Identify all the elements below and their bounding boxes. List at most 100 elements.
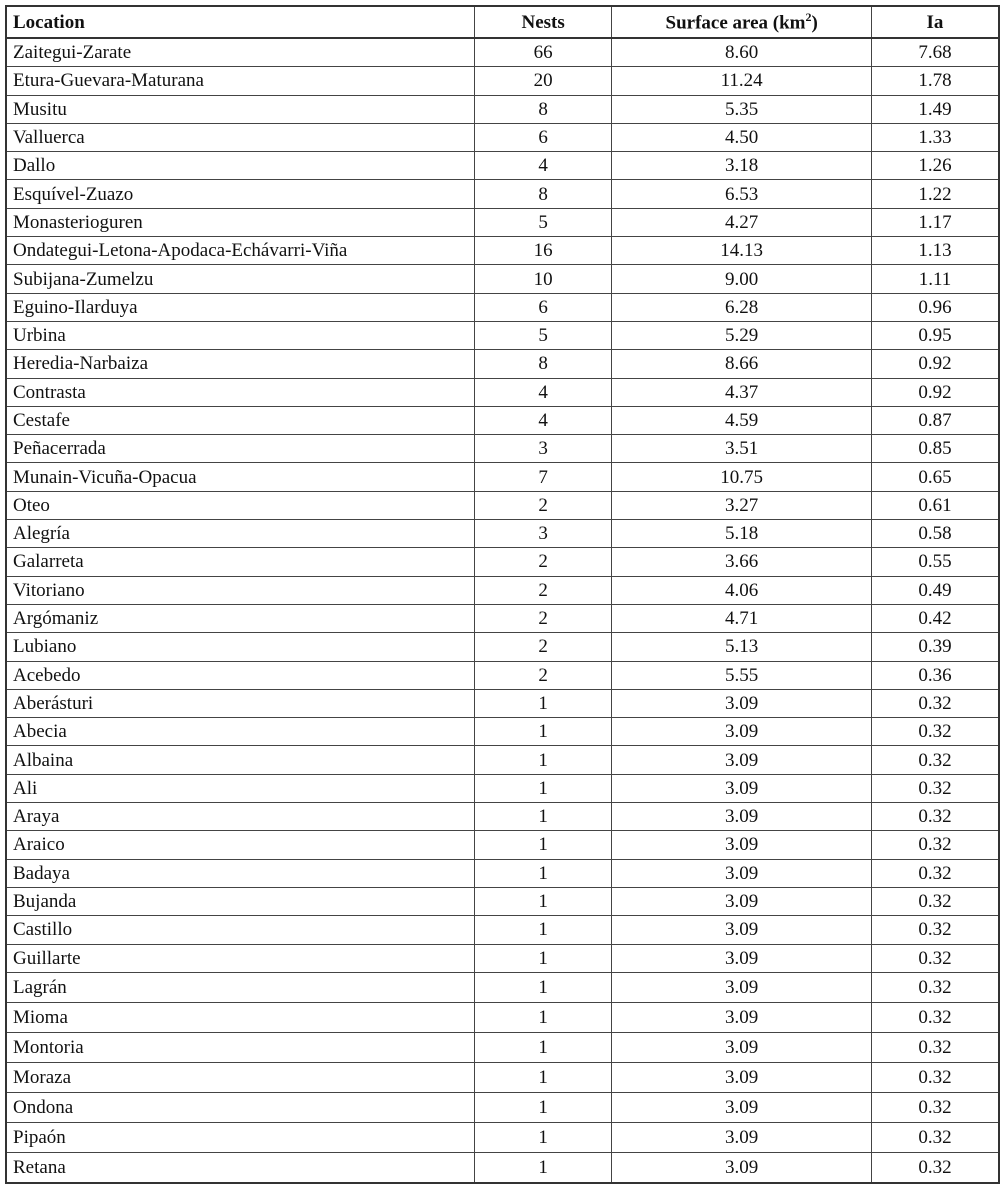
- cell-nests: 1: [473, 971, 613, 1003]
- cell-location: Munain-Vicuña-Opacua: [5, 462, 475, 492]
- table-row: Retana 1 3.09 0.32: [5, 1151, 1000, 1184]
- cell-location: Oteo: [5, 490, 475, 521]
- cell-surface-area: 4.71: [611, 603, 872, 634]
- cell-nests: 2: [473, 547, 613, 577]
- cell-ia: 7.68: [870, 37, 1000, 68]
- table-row: Esquível-Zuazo 8 6.53 1.22: [5, 179, 1000, 209]
- cell-nests: 1: [473, 802, 613, 832]
- table-row: Vitoriano 2 4.06 0.49: [5, 575, 1000, 605]
- cell-ia: 0.32: [870, 886, 1000, 917]
- cell-surface-area: 3.09: [611, 1121, 872, 1153]
- cell-ia: 0.92: [870, 377, 1000, 407]
- cell-location: Cestafe: [5, 405, 475, 436]
- cell-ia: 0.32: [870, 1061, 1000, 1093]
- cell-ia: 0.32: [870, 915, 1000, 945]
- cell-location: Argómaniz: [5, 603, 475, 634]
- cell-surface-area: 4.37: [611, 377, 872, 407]
- cell-nests: 1: [473, 830, 613, 860]
- table-row: Moraza 1 3.09 0.32: [5, 1061, 1000, 1093]
- cell-surface-area: 14.13: [611, 236, 872, 266]
- cell-location: Lubiano: [5, 632, 475, 662]
- header-surface-area-superscript: 2: [805, 10, 812, 25]
- cell-nests: 4: [473, 405, 613, 436]
- cell-surface-area: 11.24: [611, 66, 872, 96]
- cell-location: Lagrán: [5, 971, 475, 1003]
- cell-surface-area: 3.09: [611, 745, 872, 775]
- cell-surface-area: 5.35: [611, 94, 872, 124]
- cell-nests: 7: [473, 462, 613, 492]
- cell-surface-area: 3.09: [611, 1091, 872, 1123]
- cell-nests: 10: [473, 264, 613, 294]
- cell-ia: 0.32: [870, 971, 1000, 1003]
- cell-location: Musitu: [5, 94, 475, 124]
- table-row: Montoria 1 3.09 0.32: [5, 1031, 1000, 1063]
- cell-location: Subijana-Zumelzu: [5, 264, 475, 294]
- cell-location: Peñacerrada: [5, 434, 475, 464]
- cell-location: Abecia: [5, 717, 475, 747]
- cell-location: Etura-Guevara-Maturana: [5, 66, 475, 96]
- cell-location: Albaina: [5, 745, 475, 775]
- cell-surface-area: 3.27: [611, 490, 872, 521]
- cell-location: Heredia-Narbaiza: [5, 349, 475, 379]
- cell-location: Araya: [5, 802, 475, 832]
- cell-location: Dallo: [5, 151, 475, 181]
- cell-ia: 0.32: [870, 1151, 1000, 1184]
- cell-location: Castillo: [5, 915, 475, 945]
- cell-location: Aberásturi: [5, 688, 475, 719]
- cell-location: Mioma: [5, 1001, 475, 1033]
- cell-surface-area: 5.13: [611, 632, 872, 662]
- table-row: Albaina 1 3.09 0.32: [5, 745, 1000, 775]
- cell-nests: 1: [473, 858, 613, 888]
- cell-ia: 1.13: [870, 236, 1000, 266]
- cell-surface-area: 3.09: [611, 802, 872, 832]
- cell-ia: 0.32: [870, 1031, 1000, 1063]
- cell-location: Guillarte: [5, 943, 475, 973]
- cell-nests: 1: [473, 717, 613, 747]
- cell-surface-area: 5.55: [611, 660, 872, 690]
- table-row: Badaya 1 3.09 0.32: [5, 858, 1000, 888]
- cell-nests: 16: [473, 236, 613, 266]
- cell-surface-area: 8.66: [611, 349, 872, 379]
- cell-nests: 20: [473, 66, 613, 96]
- cell-surface-area: 5.29: [611, 320, 872, 351]
- cell-ia: 0.32: [870, 858, 1000, 888]
- table-row: Contrasta 4 4.37 0.92: [5, 377, 1000, 407]
- cell-nests: 1: [473, 773, 613, 804]
- cell-location: Valluerca: [5, 122, 475, 153]
- cell-ia: 0.39: [870, 632, 1000, 662]
- cell-ia: 0.58: [870, 519, 1000, 549]
- cell-ia: 0.32: [870, 745, 1000, 775]
- cell-surface-area: 3.09: [611, 915, 872, 945]
- cell-nests: 1: [473, 886, 613, 917]
- table-row: Pipaón 1 3.09 0.32: [5, 1121, 1000, 1153]
- cell-ia: 1.22: [870, 179, 1000, 209]
- cell-ia: 0.85: [870, 434, 1000, 464]
- table-row: Urbina 5 5.29 0.95: [5, 320, 1000, 351]
- table-row: Etura-Guevara-Maturana 20 11.24 1.78: [5, 66, 1000, 96]
- cell-nests: 1: [473, 915, 613, 945]
- cell-surface-area: 3.09: [611, 886, 872, 917]
- cell-ia: 0.32: [870, 773, 1000, 804]
- cell-ia: 1.17: [870, 207, 1000, 238]
- cell-ia: 1.11: [870, 264, 1000, 294]
- cell-surface-area: 3.09: [611, 688, 872, 719]
- table-row: Musitu 8 5.35 1.49: [5, 94, 1000, 124]
- cell-surface-area: 4.27: [611, 207, 872, 238]
- cell-nests: 66: [473, 37, 613, 68]
- table-row: Lagrán 1 3.09 0.32: [5, 971, 1000, 1003]
- table-row: Argómaniz 2 4.71 0.42: [5, 603, 1000, 634]
- cell-nests: 2: [473, 603, 613, 634]
- header-row: Location Nests Surface area (km2) Ia: [5, 5, 1000, 39]
- table-row: Oteo 2 3.27 0.61: [5, 490, 1000, 521]
- cell-nests: 5: [473, 320, 613, 351]
- cell-ia: 0.95: [870, 320, 1000, 351]
- table-row: Dallo 4 3.18 1.26: [5, 151, 1000, 181]
- cell-ia: 0.42: [870, 603, 1000, 634]
- cell-nests: 2: [473, 660, 613, 690]
- cell-location: Montoria: [5, 1031, 475, 1063]
- cell-surface-area: 6.53: [611, 179, 872, 209]
- table-row: Abecia 1 3.09 0.32: [5, 717, 1000, 747]
- cell-surface-area: 5.18: [611, 519, 872, 549]
- header-location: Location: [5, 5, 475, 39]
- cell-location: Contrasta: [5, 377, 475, 407]
